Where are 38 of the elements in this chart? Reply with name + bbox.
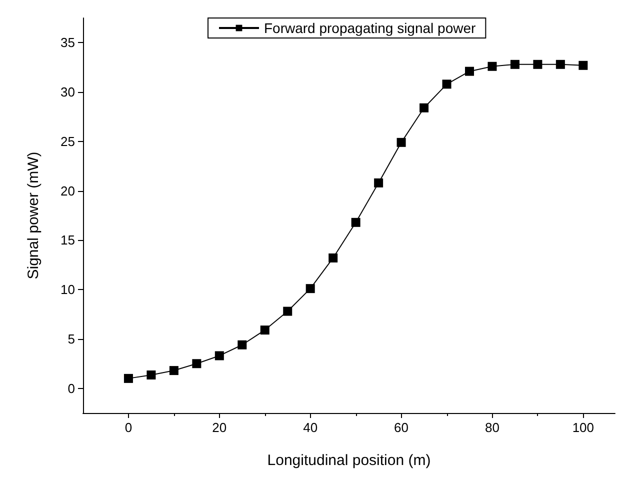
point: [124, 374, 133, 383]
point: [374, 178, 384, 188]
x-tick-label: 80: [484, 420, 500, 435]
x-tick-label: 100: [572, 420, 594, 435]
point: [533, 60, 542, 69]
point: [169, 366, 178, 376]
y-tick-label: 20: [60, 183, 75, 198]
x-axis-title: Longitudinal position (m): [267, 452, 431, 469]
point: [464, 66, 474, 76]
point: [488, 62, 497, 71]
x-tick-label: 20: [212, 420, 227, 435]
y-tick-label: 10: [60, 282, 75, 298]
x-tick-label: 40: [303, 420, 318, 435]
y-tick-label: 5: [68, 331, 75, 346]
point: [146, 370, 156, 380]
y-tick-label: 25: [60, 134, 75, 149]
point: [328, 253, 338, 262]
y-tick-label: 30: [60, 84, 75, 100]
point: [214, 351, 224, 360]
point: [420, 103, 429, 112]
point: [396, 138, 406, 147]
point: [578, 60, 588, 70]
point: [306, 284, 315, 294]
point: [351, 218, 360, 227]
legend-label: Forward propagating signal power: [264, 20, 476, 36]
y-axis-title: Signal power (mW): [25, 152, 42, 280]
point: [192, 359, 202, 368]
x-tick-label: 60: [394, 420, 409, 435]
point: [442, 80, 452, 89]
point: [260, 326, 270, 335]
point: [510, 60, 520, 69]
point: [238, 340, 247, 350]
x-tick-label: 0: [124, 420, 132, 435]
point: [283, 306, 292, 316]
y-tick-label: 35: [60, 35, 75, 50]
point: [556, 60, 565, 69]
y-tick-label: 15: [60, 232, 75, 248]
y-tick-label: 0: [68, 380, 75, 396]
